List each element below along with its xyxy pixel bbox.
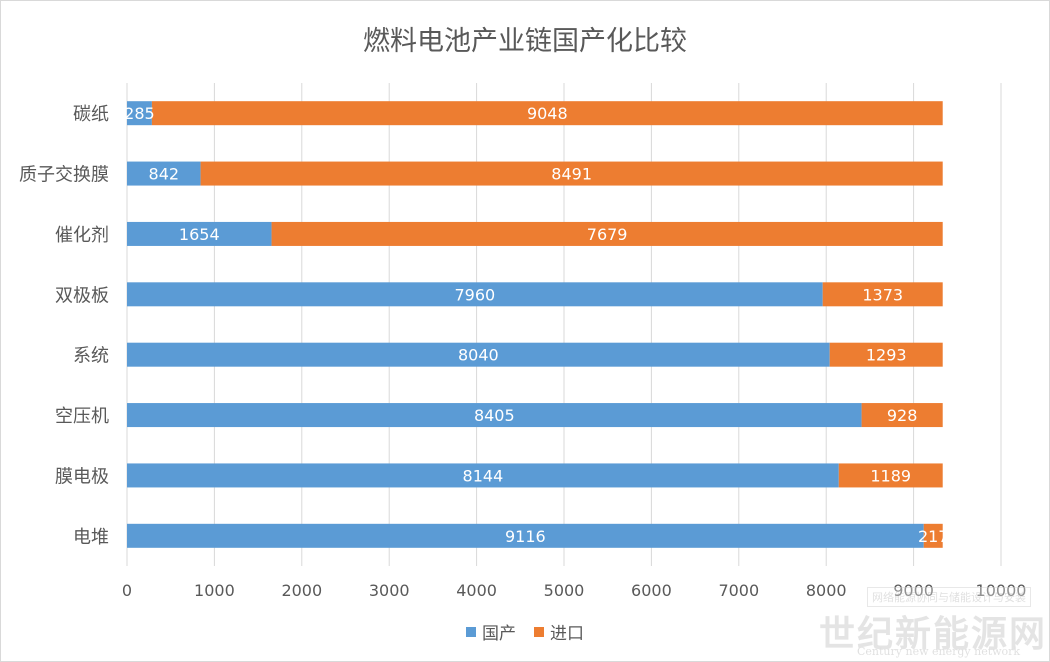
bar-domestic (127, 403, 862, 428)
x-tick-label: 7000 (718, 581, 759, 600)
bars (127, 101, 943, 548)
x-tick-label: 4000 (456, 581, 497, 600)
x-tick-label: 9000 (893, 581, 934, 600)
category-label: 碳纸 (73, 104, 109, 125)
bar-import (200, 161, 943, 186)
bar-import (271, 221, 943, 246)
data-label-domestic: 1654 (179, 225, 220, 244)
category-label: 催化剂 (55, 225, 109, 246)
legend-item-domestic: 国产 (466, 619, 516, 644)
watermark-sub-text: Century new energy network (857, 645, 1021, 658)
data-label-import: 8491 (551, 165, 592, 184)
bar-domestic (127, 342, 830, 367)
chart-title: 燃料电池产业链国产化比较 (363, 26, 687, 57)
bar-import (829, 342, 943, 367)
bar-import (822, 282, 943, 307)
watermark-top-text: 网络能源协同与储能设计与安装 (867, 587, 1031, 607)
legend-label-import: 进口 (550, 624, 584, 644)
category-label: 电堆 (73, 527, 109, 548)
category-label: 膜电极 (55, 466, 109, 487)
x-tick-label: 10000 (976, 581, 1027, 600)
bar-import (151, 101, 943, 126)
data-label-domestic: 8405 (474, 406, 515, 425)
category-label: 系统 (73, 346, 109, 367)
gridlines (126, 83, 1002, 566)
data-label-import: 7679 (587, 225, 628, 244)
bar-import (838, 463, 943, 488)
category-label: 空压机 (55, 406, 109, 427)
legend-item-import: 进口 (534, 619, 584, 644)
legend-label-domestic: 国产 (482, 624, 516, 644)
data-label-import: 928 (887, 406, 918, 425)
legend: 国产 进口 (1, 619, 1049, 644)
x-tick-label: 8000 (806, 581, 847, 600)
data-label-import: 217 (918, 527, 949, 546)
data-label-import: 1189 (870, 466, 911, 485)
category-label: 双极板 (55, 285, 109, 306)
data-label-domestic: 7960 (454, 285, 495, 304)
x-tick-label: 1000 (194, 581, 235, 600)
data-label-domestic: 9116 (505, 527, 546, 546)
bar-domestic (127, 523, 924, 548)
data-label-import: 1293 (866, 346, 907, 365)
legend-swatch-import (534, 626, 544, 637)
category-label: 质子交换膜 (19, 165, 109, 186)
legend-swatch-domestic (466, 626, 476, 637)
x-tick-label: 5000 (544, 581, 585, 600)
bar-domestic (127, 282, 823, 307)
data-label-domestic: 285 (124, 104, 155, 123)
data-label-import: 1373 (862, 285, 903, 304)
watermark-logo: 网络能源协同与储能设计与安装 世纪新能源网 Century new energy… (819, 587, 1048, 659)
data-label-import: 9048 (527, 104, 568, 123)
x-tick-label: 2000 (281, 581, 322, 600)
data-label-domestic: 842 (149, 165, 180, 184)
x-tick-labels: 0 1000 2000 3000 4000 5000 6000 7000 8000 9000 100… (122, 581, 1027, 600)
x-tick-label: 0 (122, 581, 132, 600)
data-label-domestic: 8144 (463, 466, 504, 485)
x-tick-label: 6000 (631, 581, 672, 600)
x-tick-label: 3000 (369, 581, 410, 600)
data-labels: 285 9048 842 8491 1654 7679 7960 1373 8040 1293 84… (124, 104, 949, 546)
bar-domestic (127, 221, 272, 246)
data-label-domestic: 8040 (458, 346, 499, 365)
bar-import (923, 523, 943, 548)
watermark-main-text: 世纪新能源网 (819, 613, 1048, 655)
bar-domestic (127, 463, 839, 488)
bar-domestic (127, 101, 152, 126)
bar-import (861, 403, 943, 428)
bar-domestic (127, 161, 201, 186)
